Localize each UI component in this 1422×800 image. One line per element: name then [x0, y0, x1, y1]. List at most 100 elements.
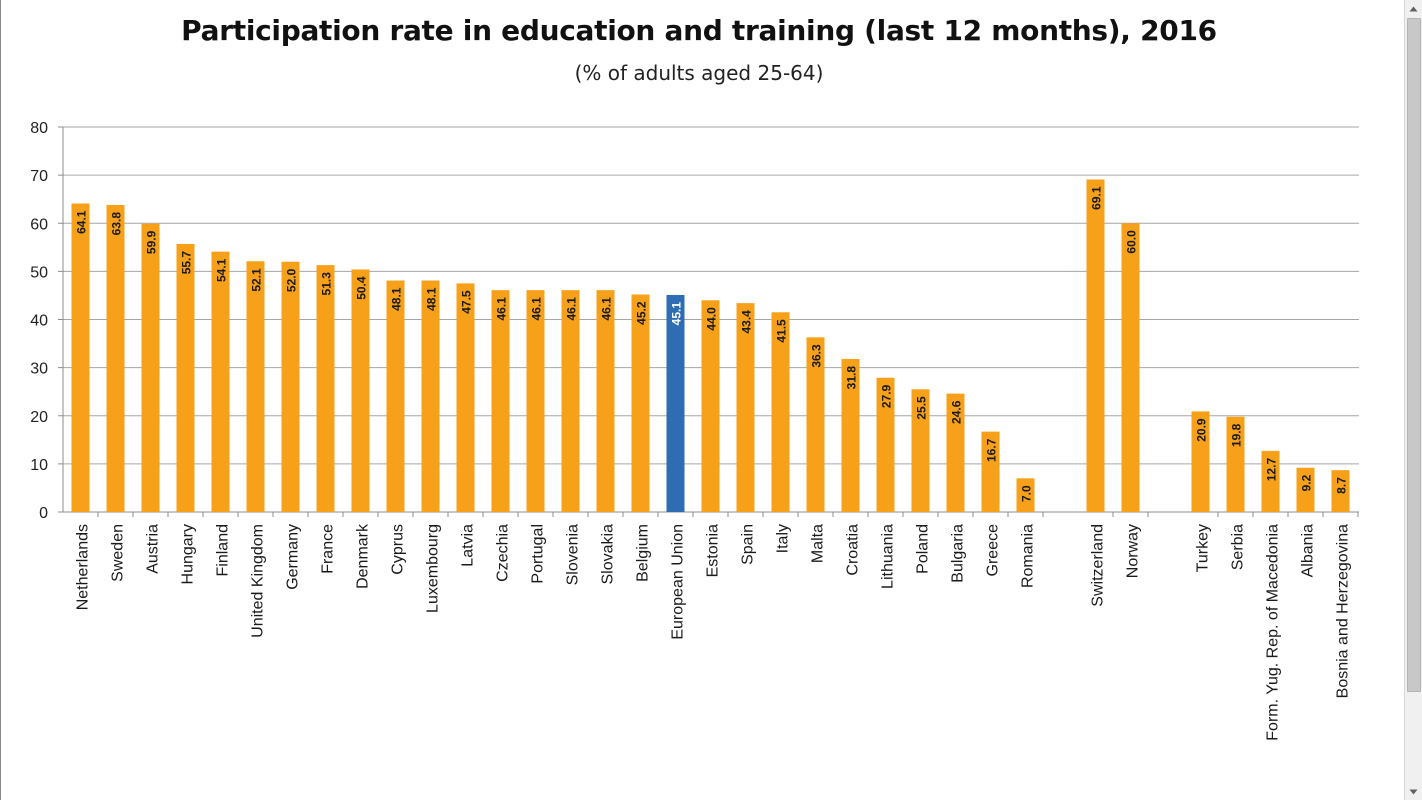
x-tick-label: Italy: [775, 524, 792, 553]
y-tick-label: 20: [30, 409, 48, 426]
bar-value-label: 64.1: [75, 210, 89, 234]
bar: [806, 337, 825, 512]
bar: [281, 261, 300, 512]
x-tick-label: Albania: [1300, 524, 1317, 577]
x-tick-label: Denmark: [355, 523, 372, 589]
bar-value-label: 41.5: [775, 319, 789, 343]
x-tick-label: Latvia: [460, 524, 477, 567]
bar: [981, 431, 1000, 512]
y-tick-label: 50: [30, 264, 48, 281]
bar: [701, 300, 720, 512]
bar: [1086, 179, 1105, 513]
bar: [106, 204, 125, 512]
x-tick-label: Slovakia: [600, 524, 617, 585]
x-tick-label: Lithuania: [880, 524, 897, 589]
bar: [71, 203, 90, 513]
bar-value-label: 43.4: [740, 310, 754, 334]
x-tick-label: Spain: [740, 524, 757, 565]
x-tick-label: Slovenia: [565, 524, 582, 585]
bar: [1121, 223, 1140, 512]
bar: [946, 393, 965, 512]
x-tick-label: Bosnia and Herzegovina: [1335, 524, 1352, 698]
bar-value-label: 27.9: [880, 384, 894, 408]
bar-value-label: 8.7: [1335, 477, 1349, 494]
triangle-down-icon: [1409, 789, 1418, 794]
bar-value-label: 48.1: [390, 287, 404, 311]
y-tick-label: 10: [30, 457, 48, 474]
scroll-down-button[interactable]: [1405, 783, 1422, 800]
chart-title: Participation rate in education and trai…: [181, 14, 1217, 47]
x-tick-label: United Kingdom: [250, 524, 267, 638]
bar-value-label: 25.5: [915, 396, 929, 420]
y-tick-label: 0: [39, 505, 48, 522]
bar-value-label: 24.6: [950, 400, 964, 424]
bar-value-label: 54.1: [215, 258, 229, 282]
bar-value-label: 20.9: [1195, 418, 1209, 442]
bar-value-label: 46.1: [495, 297, 509, 321]
x-tick-label: Malta: [810, 524, 827, 563]
bar-value-label: 46.1: [600, 297, 614, 321]
bar: [246, 261, 265, 512]
x-tick-label: Netherlands: [75, 524, 92, 610]
bar: [211, 251, 230, 513]
bar: [1261, 450, 1280, 512]
x-tick-label: Hungary: [180, 524, 197, 584]
bar-value-label: 50.4: [355, 276, 369, 300]
bar-value-label: 51.3: [320, 272, 334, 296]
x-tick-label: Poland: [915, 524, 932, 574]
bar-value-label: 45.2: [635, 301, 649, 325]
bar: [526, 290, 545, 512]
x-tick-label: Sweden: [110, 524, 127, 582]
y-tick-label: 60: [30, 216, 48, 233]
bar: [421, 280, 440, 512]
x-tick-label: Belgium: [635, 524, 652, 582]
bar: [1296, 467, 1315, 512]
x-tick-label: Form. Yug. Rep. of Macedonia: [1265, 524, 1282, 741]
bar-value-label: 16.7: [985, 438, 999, 462]
bar-value-label: 9.2: [1300, 474, 1314, 491]
bar-value-label: 52.0: [285, 268, 299, 292]
bar: [1226, 416, 1245, 512]
scroll-thumb[interactable]: [1407, 18, 1421, 692]
x-tick-label: Portugal: [530, 524, 547, 584]
bar-value-label: 55.7: [180, 251, 194, 275]
scroll-up-button[interactable]: [1405, 0, 1422, 17]
bar: [736, 303, 755, 512]
bar-value-label: 36.3: [810, 344, 824, 368]
y-tick-label: 70: [30, 168, 48, 185]
x-tick-label: Estonia: [705, 524, 722, 577]
bar: [351, 269, 370, 512]
x-tick-label: Czechia: [495, 524, 512, 582]
x-tick-label: Romania: [1020, 524, 1037, 588]
x-tick-label: Cyprus: [390, 524, 407, 575]
x-tick-label: Croatia: [845, 524, 862, 576]
bar-value-label: 7.0: [1020, 485, 1034, 502]
bar-value-label: 45.1: [670, 302, 684, 326]
vertical-scrollbar[interactable]: [1404, 0, 1422, 800]
x-tick-label: Finland: [215, 524, 232, 576]
x-tick-label: Bulgaria: [950, 524, 967, 583]
x-tick-label: Norway: [1125, 524, 1142, 578]
bar-value-label: 52.1: [250, 268, 264, 292]
bar: [1191, 411, 1210, 512]
x-tick-label: Germany: [285, 524, 302, 590]
chart-subtitle: (% of adults aged 25-64): [574, 61, 824, 85]
x-tick-label: Switzerland: [1090, 524, 1107, 607]
bar: [386, 280, 405, 512]
bar: [491, 290, 510, 512]
bar: [1016, 478, 1035, 512]
bar-value-label: 47.5: [460, 290, 474, 314]
x-tick-label: Austria: [145, 524, 162, 574]
y-tick-label: 40: [30, 313, 48, 330]
bar: [771, 312, 790, 512]
bar: [911, 389, 930, 512]
bar-value-label: 60.0: [1125, 230, 1139, 254]
bar: [456, 283, 475, 512]
bar-value-label: 69.1: [1090, 186, 1104, 210]
x-tick-label: Turkey: [1195, 524, 1212, 572]
bar: [176, 243, 195, 512]
x-tick-label: Luxembourg: [425, 524, 442, 613]
bar: [141, 223, 160, 512]
